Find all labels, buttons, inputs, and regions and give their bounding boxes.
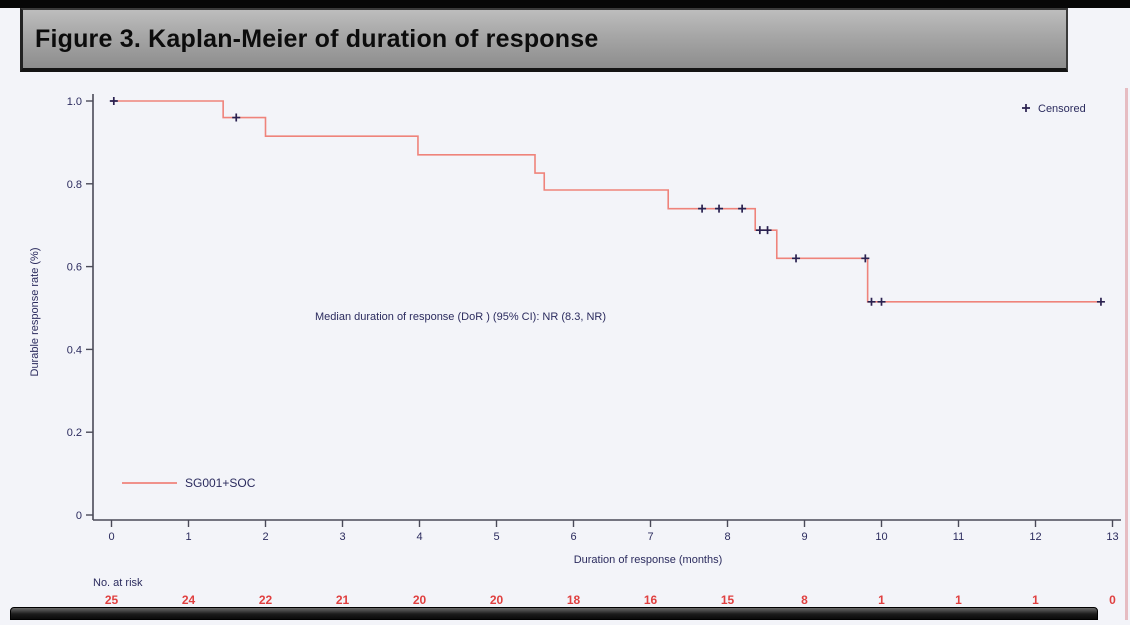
legend-series-label: SG001+SOC bbox=[185, 476, 256, 490]
x-tick-label: 8 bbox=[724, 531, 730, 543]
censor-mark bbox=[109, 97, 118, 105]
x-tick-label: 12 bbox=[1029, 531, 1041, 543]
at-risk-count: 1 bbox=[1032, 593, 1039, 607]
x-tick-label: 2 bbox=[262, 531, 268, 543]
at-risk-count: 15 bbox=[721, 593, 735, 607]
censor-mark bbox=[698, 204, 707, 213]
legend-censored-icon bbox=[1022, 104, 1030, 112]
censor-mark bbox=[1096, 297, 1105, 306]
censor-mark bbox=[877, 297, 886, 306]
at-risk-count: 8 bbox=[801, 593, 808, 607]
figure-title: Figure 3. Kaplan-Meier of duration of re… bbox=[35, 24, 599, 53]
y-tick-label: 1.0 bbox=[67, 96, 82, 108]
x-tick-label: 1 bbox=[185, 531, 191, 543]
censor-mark bbox=[792, 254, 801, 263]
at-risk-count: 22 bbox=[259, 593, 273, 607]
at-risk-count: 20 bbox=[413, 593, 427, 607]
censor-mark bbox=[738, 204, 747, 213]
km-curve bbox=[111, 100, 1101, 303]
censor-mark bbox=[232, 113, 241, 122]
next-section-bar-edge bbox=[10, 607, 1098, 620]
figure-title-bar: Figure 3. Kaplan-Meier of duration of re… bbox=[20, 8, 1068, 72]
x-tick-label: 0 bbox=[108, 531, 114, 543]
x-tick-label: 6 bbox=[570, 531, 576, 543]
x-tick-label: 13 bbox=[1106, 531, 1118, 543]
at-risk-count: 20 bbox=[490, 593, 504, 607]
censor-mark bbox=[755, 226, 764, 235]
x-tick-label: 5 bbox=[493, 531, 499, 543]
y-axis-title: Durable response rate (%) bbox=[29, 247, 41, 376]
top-black-strip bbox=[0, 0, 1130, 8]
at-risk-count: 0 bbox=[1109, 593, 1116, 607]
y-tick-label: 0.4 bbox=[67, 344, 82, 356]
x-tick-label: 4 bbox=[416, 531, 422, 543]
right-edge-strip bbox=[1125, 88, 1128, 620]
at-risk-count: 25 bbox=[105, 593, 119, 607]
at-risk-count: 16 bbox=[644, 593, 658, 607]
at-risk-count: 21 bbox=[336, 593, 350, 607]
y-tick-label: 0 bbox=[76, 510, 82, 522]
x-tick-label: 10 bbox=[875, 531, 887, 543]
km-chart: 1.00.80.60.40.200 1 2 3 4 5 6 7 8 9 10 11 12 13Durabl… bbox=[29, 94, 1121, 607]
y-tick-label: 0.8 bbox=[67, 179, 82, 191]
x-tick-label: 9 bbox=[801, 531, 807, 543]
censor-mark bbox=[715, 204, 724, 213]
censor-mark bbox=[867, 297, 876, 306]
median-dor-annotation: Median duration of response (DoR ) (95% … bbox=[315, 311, 606, 323]
no-at-risk-label: No. at risk bbox=[93, 577, 143, 589]
at-risk-count: 1 bbox=[955, 593, 962, 607]
at-risk-count: 1 bbox=[878, 593, 885, 607]
x-tick-label: 7 bbox=[647, 531, 653, 543]
x-axis-title: Duration of response (months) bbox=[574, 554, 723, 566]
y-tick-label: 0.6 bbox=[67, 262, 82, 274]
legend-censored-label: Censored bbox=[1038, 103, 1086, 115]
x-tick-label: 3 bbox=[339, 531, 345, 543]
x-tick-label: 11 bbox=[953, 531, 964, 543]
censor-mark bbox=[861, 254, 870, 263]
at-risk-count: 18 bbox=[567, 593, 581, 607]
at-risk-count: 24 bbox=[182, 593, 196, 607]
y-tick-label: 0.2 bbox=[67, 427, 82, 439]
km-chart-area: 1.0 0.8 0.6 0.4 0.2 0 0 1 2 3 4 5 6 7 8 9 10 11 12 13 Durabl… bbox=[0, 80, 1130, 620]
censor-mark bbox=[763, 226, 772, 235]
